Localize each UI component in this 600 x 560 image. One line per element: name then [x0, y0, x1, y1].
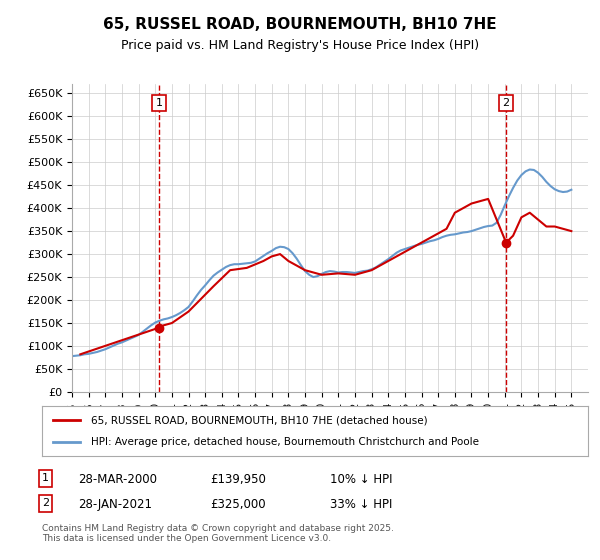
Text: 10% ↓ HPI: 10% ↓ HPI [330, 473, 392, 486]
Text: 1: 1 [155, 98, 163, 108]
Text: 65, RUSSEL ROAD, BOURNEMOUTH, BH10 7HE (detached house): 65, RUSSEL ROAD, BOURNEMOUTH, BH10 7HE (… [91, 415, 428, 425]
Text: Price paid vs. HM Land Registry's House Price Index (HPI): Price paid vs. HM Land Registry's House … [121, 39, 479, 52]
Text: 28-JAN-2021: 28-JAN-2021 [78, 498, 152, 511]
Text: Contains HM Land Registry data © Crown copyright and database right 2025.
This d: Contains HM Land Registry data © Crown c… [42, 524, 394, 543]
Text: 28-MAR-2000: 28-MAR-2000 [78, 473, 157, 486]
Text: 2: 2 [503, 98, 509, 108]
Text: 33% ↓ HPI: 33% ↓ HPI [330, 498, 392, 511]
Text: £139,950: £139,950 [210, 473, 266, 486]
Text: 65, RUSSEL ROAD, BOURNEMOUTH, BH10 7HE: 65, RUSSEL ROAD, BOURNEMOUTH, BH10 7HE [103, 17, 497, 32]
Text: 1: 1 [42, 473, 49, 483]
Text: £325,000: £325,000 [210, 498, 266, 511]
Text: 2: 2 [42, 498, 49, 508]
Text: HPI: Average price, detached house, Bournemouth Christchurch and Poole: HPI: Average price, detached house, Bour… [91, 437, 479, 447]
